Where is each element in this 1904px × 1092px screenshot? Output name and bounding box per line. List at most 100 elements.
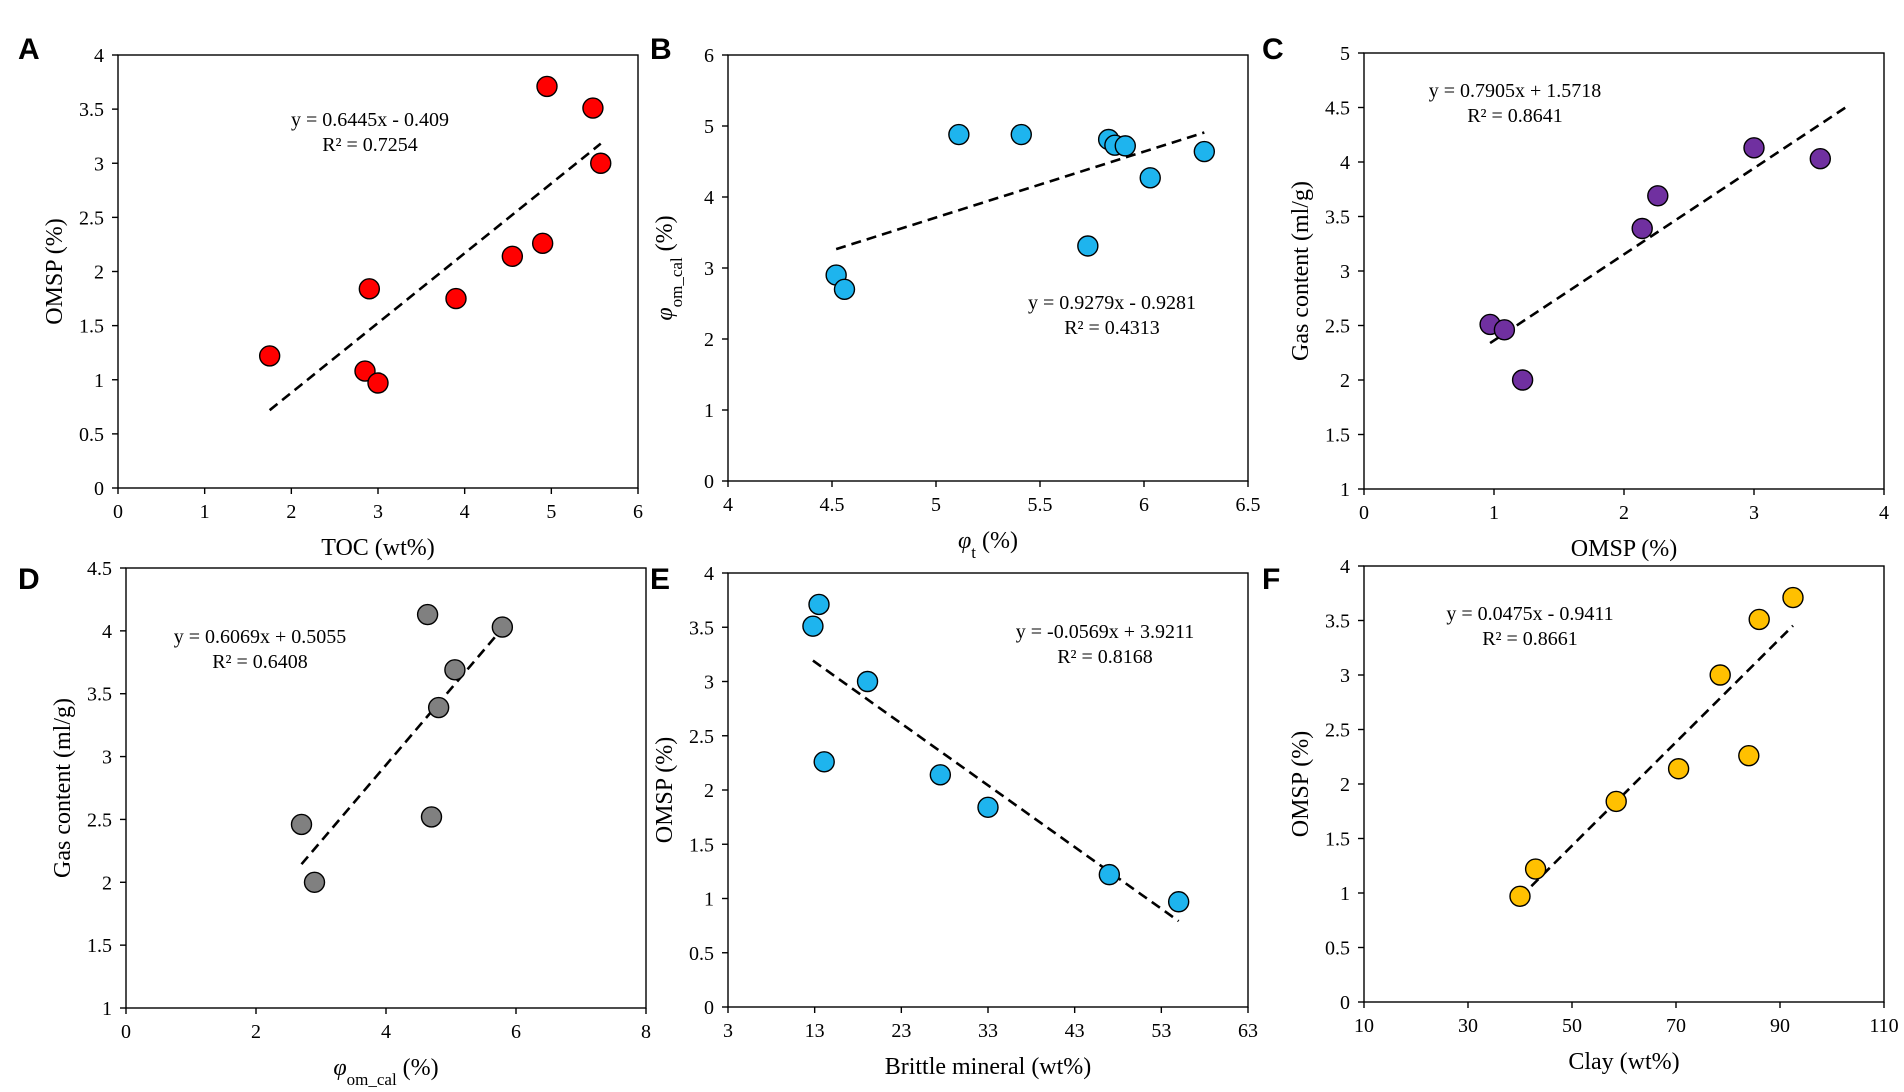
y-tick-label: 4	[1340, 152, 1350, 174]
data-point	[1077, 235, 1099, 257]
y-tick-label: 4	[94, 45, 104, 67]
y-tick-label: 1.5	[1325, 425, 1350, 447]
x-tick-label: 43	[1065, 1020, 1085, 1042]
x-tick-label: 4	[723, 494, 733, 516]
y-tick-label: 1	[94, 370, 104, 392]
data-point	[929, 764, 952, 786]
panel-letter: B	[650, 33, 672, 66]
data-point	[290, 813, 313, 836]
x-tick-label: 2	[251, 1021, 261, 1043]
x-axis-label-unit: (%)	[976, 528, 1018, 554]
data-point	[590, 152, 612, 174]
x-axis-label-symbol: φ	[333, 1055, 346, 1081]
y-axis-label-unit: (%)	[652, 215, 678, 257]
trend-line	[835, 131, 1205, 251]
y-tick-label: 1	[704, 400, 714, 422]
trend-line	[1519, 624, 1794, 899]
x-tick-label: 3	[373, 501, 383, 523]
y-tick-label: 0	[1340, 992, 1350, 1014]
data-point	[856, 670, 879, 693]
y-tick-label: 3	[102, 747, 112, 769]
x-tick-label: 6	[511, 1021, 521, 1043]
y-axis-label-symbol: φ	[652, 307, 678, 320]
y-tick-label: 1.5	[689, 834, 714, 856]
data-point	[367, 372, 389, 394]
y-tick-label: 2	[704, 329, 714, 351]
regression-equation: y = 0.6069x + 0.5055	[174, 626, 347, 648]
data-point	[1509, 885, 1531, 907]
x-axis-label-subscript: t	[971, 543, 976, 562]
trend-line	[812, 659, 1180, 923]
x-tick-label: 63	[1238, 1020, 1258, 1042]
x-tick-label: 5.5	[1028, 494, 1053, 516]
x-axis-label-subscript: om_cal	[347, 1070, 397, 1089]
x-tick-label: 0	[121, 1021, 131, 1043]
data-point	[977, 796, 999, 819]
x-axis-label: TOC (wt%)	[321, 535, 435, 561]
x-tick-label: 3	[1749, 502, 1759, 524]
x-tick-label: 53	[1151, 1020, 1171, 1042]
x-tick-label: 1	[200, 501, 210, 523]
y-tick-label: 2	[1340, 370, 1350, 392]
y-axis-label: OMSP (%)	[1288, 731, 1314, 837]
data-point	[808, 593, 830, 616]
data-point	[1524, 858, 1547, 880]
x-tick-label: 0	[113, 501, 123, 523]
y-tick-label: 3	[704, 672, 714, 694]
x-axis-label: OMSP (%)	[1571, 536, 1677, 562]
data-point	[501, 245, 524, 268]
data-point	[258, 345, 281, 367]
data-point	[582, 97, 604, 119]
r-squared: R² = 0.8661	[1482, 628, 1578, 650]
data-point	[1748, 608, 1770, 631]
data-point	[536, 75, 558, 98]
data-point	[416, 603, 439, 626]
data-point	[948, 123, 970, 146]
y-tick-label: 1	[1340, 883, 1350, 905]
x-tick-label: 2	[1619, 502, 1629, 524]
y-axis-label: Gas content (ml/g)	[1288, 181, 1314, 361]
y-tick-label: 3.5	[87, 684, 112, 706]
x-axis-label: Brittle mineral (wt%)	[885, 1054, 1092, 1080]
data-point	[491, 616, 514, 638]
y-tick-label: 2	[704, 780, 714, 802]
x-axis-label: φom_cal (%)	[333, 1055, 438, 1089]
plot-frame	[1363, 565, 1885, 1003]
data-point	[802, 615, 824, 637]
y-tick-label: 0.5	[79, 424, 104, 446]
data-point	[1709, 664, 1731, 686]
y-tick-label: 2.5	[1325, 316, 1350, 338]
r-squared: R² = 0.8641	[1467, 105, 1563, 127]
x-tick-label: 2	[286, 501, 296, 523]
y-tick-label: 3	[704, 258, 714, 280]
panel-f: F 10 30 50 70 90 110 0 0.5 1 1.5 2 2.5 3 3.5 4 Clay (wt%…	[1262, 556, 1899, 1075]
y-tick-label: 5	[1340, 43, 1350, 65]
y-tick-label: 0	[94, 478, 104, 500]
data-point	[1605, 790, 1627, 813]
y-tick-label: 2	[102, 872, 112, 894]
r-squared: R² = 0.6408	[212, 651, 308, 673]
r-squared: R² = 0.8168	[1057, 646, 1153, 668]
trend-line	[300, 627, 504, 866]
y-axis-label: OMSP (%)	[42, 218, 68, 324]
y-tick-label: 4	[102, 621, 112, 643]
x-tick-label: 50	[1562, 1015, 1582, 1037]
data-point	[1631, 217, 1653, 240]
x-axis-label: φt (%)	[958, 528, 1018, 562]
data-point	[833, 278, 856, 300]
x-tick-label: 13	[805, 1020, 825, 1042]
x-tick-label: 10	[1354, 1015, 1374, 1037]
y-tick-label: 1	[1340, 479, 1350, 501]
data-point	[1738, 744, 1760, 767]
data-point	[420, 806, 443, 828]
y-tick-label: 4	[704, 563, 714, 585]
y-tick-label: 0.5	[1325, 938, 1350, 960]
x-tick-label: 33	[978, 1020, 998, 1042]
panel-letter: D	[18, 563, 40, 596]
y-tick-label: 1.5	[1325, 829, 1350, 851]
regression-equation: y = 0.6445x - 0.409	[291, 109, 449, 131]
data-point	[1647, 185, 1669, 207]
data-point	[1493, 319, 1516, 341]
x-axis-label: Clay (wt%)	[1568, 1049, 1679, 1075]
